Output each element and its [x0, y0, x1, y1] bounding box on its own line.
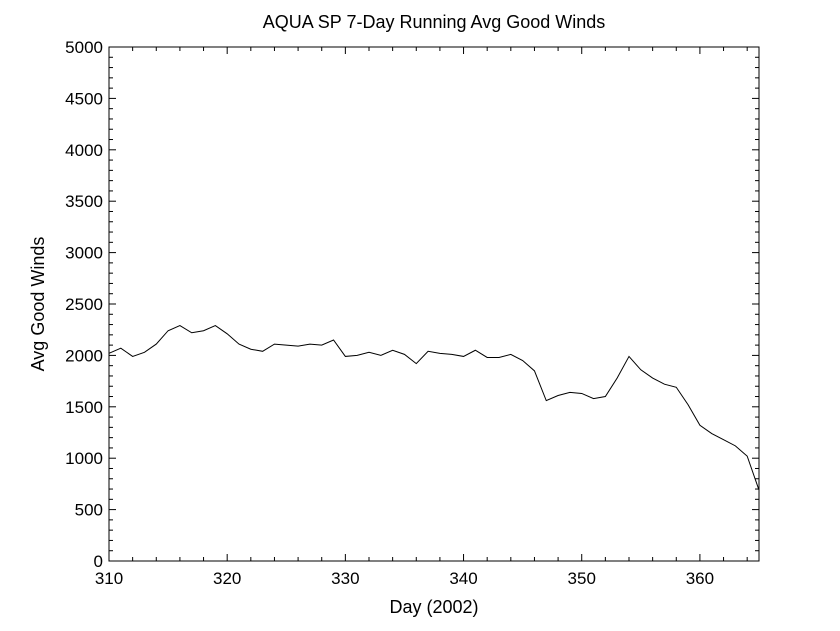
x-tick-label: 350 — [568, 569, 596, 588]
y-tick-label: 5000 — [65, 38, 103, 57]
y-tick-label: 0 — [94, 552, 103, 571]
y-tick-label: 2500 — [65, 295, 103, 314]
y-tick-label: 4000 — [65, 141, 103, 160]
x-tick-label: 310 — [95, 569, 123, 588]
x-tick-label: 360 — [686, 569, 714, 588]
x-axis-label: Day (2002) — [389, 597, 478, 617]
y-axis-label: Avg Good Winds — [28, 237, 48, 372]
y-tick-label: 1500 — [65, 398, 103, 417]
axis-tick-labels: 310 320 330 340 350 360 0 500 1000 1500 2000 2500 30… — [65, 38, 714, 588]
y-tick-label: 500 — [75, 501, 103, 520]
x-tick-label: 330 — [331, 569, 359, 588]
x-tick-label: 320 — [213, 569, 241, 588]
chart-title: AQUA SP 7-Day Running Avg Good Winds — [263, 12, 606, 32]
y-tick-label: 4500 — [65, 89, 103, 108]
x-tick-label: 340 — [449, 569, 477, 588]
y-tick-label: 3000 — [65, 244, 103, 263]
axis-ticks — [108, 46, 759, 562]
y-tick-label: 1000 — [65, 449, 103, 468]
series-line — [108, 325, 760, 491]
y-tick-label: 3500 — [65, 192, 103, 211]
y-tick-label: 2000 — [65, 346, 103, 365]
